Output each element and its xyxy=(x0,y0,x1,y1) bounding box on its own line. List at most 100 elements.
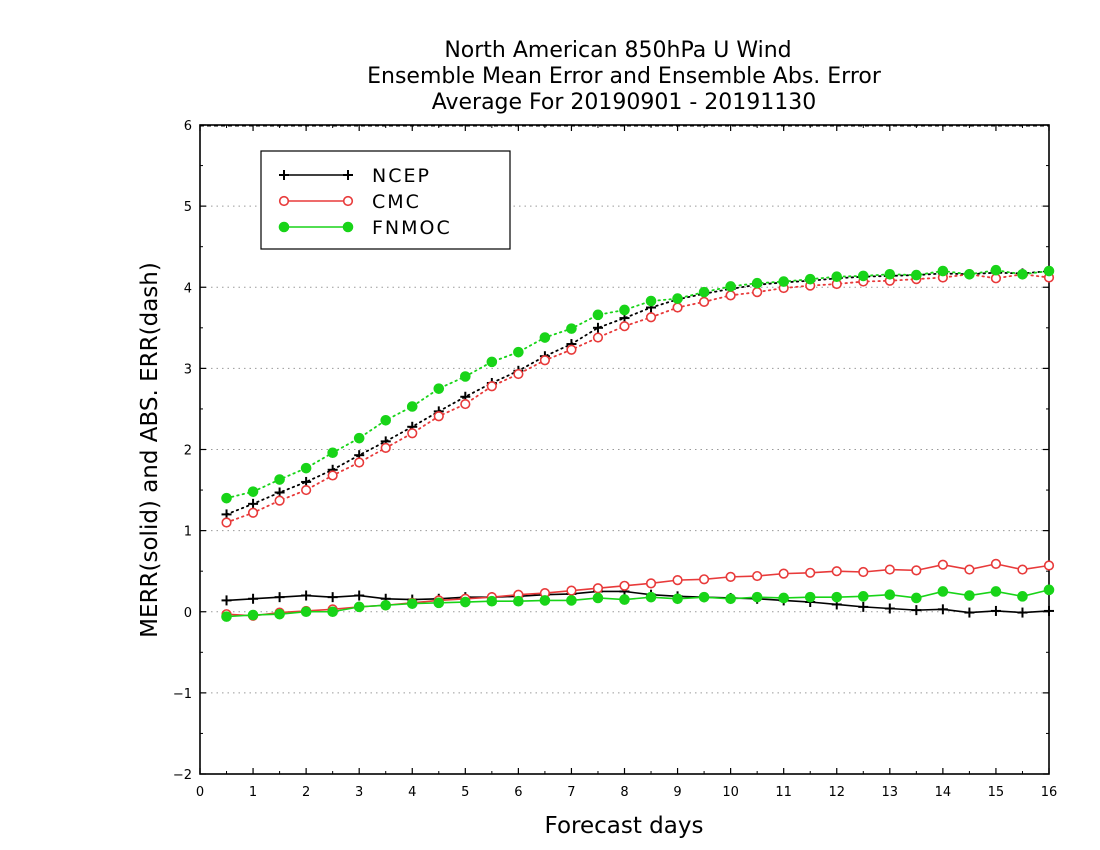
title-line-1: North American 850hPa U Wind xyxy=(444,38,791,63)
abs-err-point-fnmoc xyxy=(566,323,577,334)
abs-err-point-fnmoc xyxy=(1043,265,1055,277)
merr-point-fnmoc xyxy=(937,586,949,597)
abs-err-point-fnmoc xyxy=(300,462,312,474)
abs-err-point-cmc xyxy=(221,517,232,528)
x-tick-label: 2 xyxy=(302,785,310,800)
x-tick-label: 5 xyxy=(461,785,469,800)
merr-point-cmc xyxy=(805,567,816,578)
merr-point-fnmoc xyxy=(751,591,763,603)
abs-err-line-cmc xyxy=(225,273,1050,524)
abs-err-point-cmc xyxy=(539,355,551,366)
merr-point-ncep xyxy=(1017,607,1028,618)
legend-box xyxy=(260,150,511,250)
y-tick-label: 2 xyxy=(184,444,192,459)
merr-point-fnmoc xyxy=(1017,591,1028,602)
x-tick-label: 8 xyxy=(620,785,628,800)
x-tick-label: 3 xyxy=(355,785,363,800)
abs-err-point-cmc xyxy=(645,312,657,323)
x-tick-label: 0 xyxy=(196,785,204,800)
x-tick-label: 9 xyxy=(673,785,681,800)
merr-point-cmc xyxy=(1043,560,1055,571)
x-tick-label: 4 xyxy=(408,785,416,800)
abs-err-point-cmc xyxy=(327,470,338,481)
merr-point-ncep xyxy=(990,605,1001,616)
merr-point-fnmoc xyxy=(964,590,975,601)
abs-err-point-cmc xyxy=(672,302,683,313)
abs-err-point-fnmoc xyxy=(990,264,1002,276)
x-tick-label: 7 xyxy=(567,785,575,800)
merr-point-ncep xyxy=(354,590,365,601)
abs-err-point-fnmoc xyxy=(247,486,259,497)
y-tick-label: 5 xyxy=(184,200,192,215)
abs-err-point-fnmoc xyxy=(380,414,392,426)
abs-err-point-fnmoc xyxy=(778,276,789,287)
abs-err-point-cmc xyxy=(486,381,497,392)
merr-point-cmc xyxy=(698,574,710,585)
title-line-2: Ensemble Mean Error and Ensemble Abs. Er… xyxy=(367,64,882,89)
abs-err-point-cmc xyxy=(513,368,524,380)
plot-area xyxy=(221,264,1055,622)
merr-point-fnmoc xyxy=(592,592,604,604)
merr-point-ncep xyxy=(884,603,895,614)
merr-point-ncep xyxy=(911,605,922,616)
legend-marker-ncep xyxy=(279,170,289,180)
merr-point-fnmoc xyxy=(725,593,736,605)
merr-point-cmc xyxy=(964,564,975,575)
abs-err-point-fnmoc xyxy=(592,309,604,321)
abs-err-point-fnmoc xyxy=(406,401,418,412)
gridlines xyxy=(200,125,1049,694)
merr-point-cmc xyxy=(1017,564,1028,575)
merr-point-fnmoc xyxy=(857,591,869,602)
abs-err-point-cmc xyxy=(433,411,444,422)
legend: NCEP CMC FNMOC xyxy=(260,150,511,250)
merr-point-ncep xyxy=(937,604,948,615)
merr-point-cmc xyxy=(725,571,736,582)
abs-err-point-cmc xyxy=(247,507,259,518)
merr-point-fnmoc xyxy=(645,591,657,603)
abs-err-point-fnmoc xyxy=(964,268,975,280)
merr-point-fnmoc xyxy=(353,601,365,613)
merr-point-cmc xyxy=(990,558,1002,569)
abs-err-point-fnmoc xyxy=(751,277,763,289)
merr-point-fnmoc xyxy=(884,589,896,601)
merr-point-fnmoc xyxy=(804,591,816,603)
abs-err-point-cmc xyxy=(274,495,285,506)
legend-marker-ncep xyxy=(343,170,353,180)
abs-err-point-fnmoc xyxy=(672,293,683,304)
abs-err-point-fnmoc xyxy=(1017,268,1028,280)
abs-err-point-fnmoc xyxy=(539,332,551,343)
merr-point-cmc xyxy=(619,580,630,591)
legend-items: NCEP CMC FNMOC xyxy=(278,165,452,239)
abs-err-point-fnmoc xyxy=(460,371,471,382)
x-tick-label: 12 xyxy=(828,785,845,800)
x-tick-label: 16 xyxy=(1041,785,1058,800)
legend-marker-fnmoc xyxy=(342,221,354,233)
merr-point-ncep xyxy=(274,592,285,603)
y-tick-label: 4 xyxy=(184,281,192,296)
merr-point-cmc xyxy=(752,570,763,582)
merr-point-fnmoc xyxy=(406,598,418,609)
abs-err-point-cmc xyxy=(592,332,604,343)
abs-err-point-fnmoc xyxy=(486,356,498,368)
merr-point-fnmoc xyxy=(831,591,843,603)
abs-err-point-fnmoc xyxy=(513,346,524,358)
abs-err-point-fnmoc xyxy=(327,447,338,459)
merr-point-ncep xyxy=(327,592,338,603)
merr-point-fnmoc xyxy=(380,599,392,611)
abs-err-point-cmc xyxy=(354,457,365,468)
legend-label-fnmoc: FNMOC xyxy=(372,217,452,239)
merr-point-ncep xyxy=(301,590,312,601)
y-tick-label: 3 xyxy=(184,362,192,377)
merr-point-cmc xyxy=(672,575,683,586)
abs-err-point-fnmoc xyxy=(857,270,869,282)
merr-point-fnmoc xyxy=(911,592,922,604)
abs-err-point-cmc xyxy=(380,442,391,453)
abs-err-point-fnmoc xyxy=(274,474,285,485)
x-tick-label: 11 xyxy=(775,785,792,800)
merr-point-fnmoc xyxy=(672,593,683,605)
merr-point-ncep xyxy=(1044,605,1054,616)
abs-err-point-cmc xyxy=(407,428,418,439)
x-tick-label: 14 xyxy=(935,785,952,800)
abs-err-point-fnmoc xyxy=(831,271,843,283)
